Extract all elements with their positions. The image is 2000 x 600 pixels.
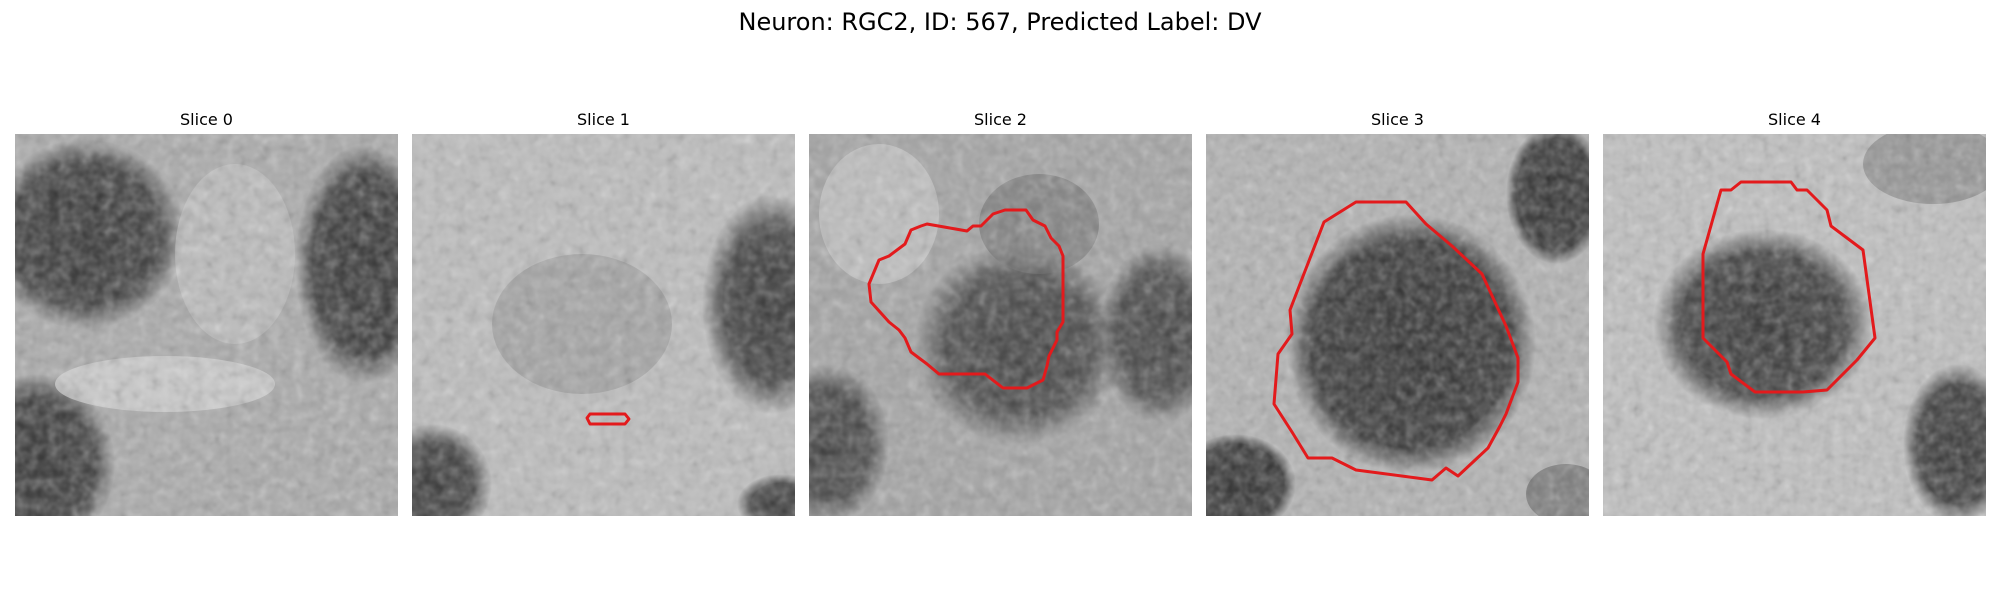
slice-3-title: Slice 3: [1371, 110, 1424, 129]
slice-2-title: Slice 2: [974, 110, 1027, 129]
slice-2-image: [809, 134, 1192, 516]
slice-4-title: Slice 4: [1768, 110, 1821, 129]
slice-1-contour: [585, 412, 631, 426]
figure-title: Neuron: RGC2, ID: 567, Predicted Label: …: [738, 8, 1262, 36]
slice-0-title: Slice 0: [180, 110, 233, 129]
slice-0-image: [15, 134, 398, 516]
slice-2-contour: [867, 208, 1065, 390]
slice-1-title: Slice 1: [577, 110, 630, 129]
slice-4-contour: [1701, 180, 1877, 394]
slice-1-image: [412, 134, 795, 516]
slice-3-image: [1206, 134, 1589, 516]
slice-4-image: [1603, 134, 1986, 516]
slice-3-contour: [1272, 200, 1520, 482]
